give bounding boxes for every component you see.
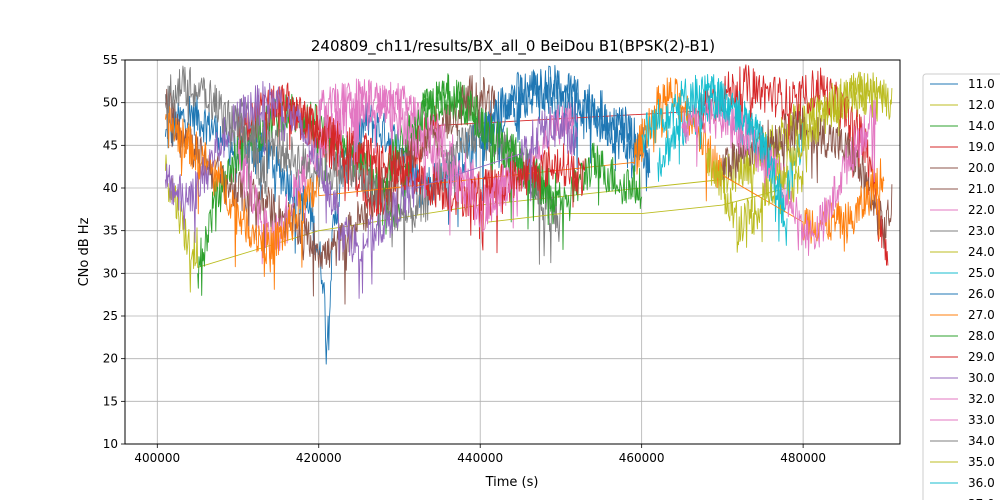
x-axis-label: Time (s) <box>485 475 539 490</box>
series-line <box>641 73 788 246</box>
legend-label: 30.0 <box>968 371 995 385</box>
series-line <box>164 65 267 197</box>
legend-entry: 19.0 <box>930 140 995 154</box>
legend-label: 32.0 <box>968 392 995 406</box>
legend-label: 12.0 <box>968 98 995 112</box>
legend-entry: 30.0 <box>930 371 995 385</box>
legend-label: 21.0 <box>968 182 995 196</box>
legend-entry: 25.0 <box>930 266 995 280</box>
y-tick-label: 30 <box>103 266 118 280</box>
legend-entry: 33.0 <box>930 413 995 427</box>
series-line <box>479 64 651 201</box>
legend-entry: 26.0 <box>930 287 995 301</box>
legend: 11.0 12.0 14.0 19.0 20.0 21.0 22.0 23.0 24.0 25.0… <box>922 73 1000 500</box>
y-tick-label: 10 <box>103 437 118 451</box>
plot-frame <box>124 59 901 445</box>
legend-label-clipped: 37.0 <box>968 497 995 500</box>
legend-entry: 23.0 <box>930 224 995 238</box>
series-line <box>286 96 586 254</box>
legend-entry: 34.0 <box>930 434 995 448</box>
legend-label: 19.0 <box>968 140 995 154</box>
y-ticks: 10 15 20 25 30 35 40 45 50 55 <box>103 53 125 451</box>
chart-title: 240809_ch11/results/BX_all_0 BeiDou B1(B… <box>311 37 715 56</box>
legend-label: 28.0 <box>968 329 995 343</box>
legend-label: 22.0 <box>968 203 995 217</box>
y-tick-label: 50 <box>103 96 118 110</box>
legend-entry: 32.0 <box>930 392 995 406</box>
legend-label: 35.0 <box>968 455 995 469</box>
legend-entry: 24.0 <box>930 245 995 259</box>
series-line <box>164 80 578 299</box>
series-line <box>318 78 513 236</box>
legend-entry: 35.0 <box>930 455 995 469</box>
legend-entry: 11.0 <box>930 77 995 91</box>
x-ticks: 400000 420000 440000 460000 480000 <box>134 444 826 465</box>
legend-label: 33.0 <box>968 413 995 427</box>
legend-label: 14.0 <box>968 119 995 133</box>
legend-entry: 20.0 <box>930 161 995 175</box>
legend-label: 11.0 <box>968 77 995 91</box>
legend-label: 24.0 <box>968 245 995 259</box>
legend-entry: 12.0 <box>930 98 995 112</box>
y-tick-label: 35 <box>103 224 118 238</box>
y-tick-label: 40 <box>103 181 118 195</box>
x-tick-label: 400000 <box>134 451 180 465</box>
legend-label: 27.0 <box>968 308 995 322</box>
x-tick-label: 420000 <box>296 451 342 465</box>
legend-label: 34.0 <box>968 434 995 448</box>
legend-label: 20.0 <box>968 161 995 175</box>
y-tick-label: 55 <box>103 53 118 67</box>
legend-label: 36.0 <box>968 476 995 490</box>
legend-label: 26.0 <box>968 287 995 301</box>
legend-label: 23.0 <box>968 224 995 238</box>
legend-entry: 22.0 <box>930 203 995 217</box>
legend-entry: 36.0 <box>930 476 995 490</box>
legend-entry: 21.0 <box>930 182 995 196</box>
series-line <box>706 71 893 253</box>
x-tick-label: 480000 <box>780 451 826 465</box>
x-tick-label: 440000 <box>457 451 503 465</box>
legend-entry: 14.0 <box>930 119 995 133</box>
legend-label: 29.0 <box>968 350 995 364</box>
y-tick-label: 45 <box>103 138 118 152</box>
legend-entry: 29.0 <box>930 350 995 364</box>
series-group <box>164 64 893 365</box>
legend-entry: 27.0 <box>930 308 995 322</box>
y-tick-label: 25 <box>103 309 118 323</box>
legend-entry: 28.0 <box>930 329 995 343</box>
y-axis-label: CNo dB Hz <box>77 217 92 286</box>
legend-box <box>922 73 1000 500</box>
series-line <box>681 95 877 256</box>
x-tick-label: 460000 <box>619 451 665 465</box>
series-line <box>382 74 643 250</box>
y-tick-label: 20 <box>103 352 118 366</box>
y-tick-label: 15 <box>103 394 118 408</box>
legend-label: 25.0 <box>968 266 995 280</box>
series-line <box>164 77 885 290</box>
series-line <box>164 74 497 305</box>
